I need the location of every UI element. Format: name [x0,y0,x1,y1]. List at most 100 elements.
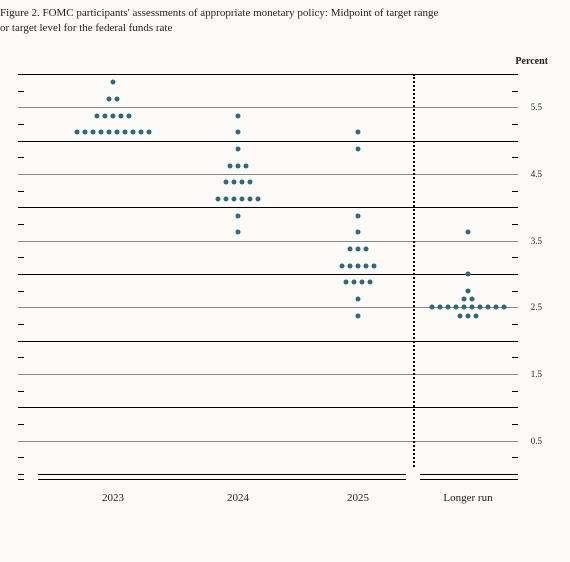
fomc-dot [91,130,96,135]
fomc-dot [352,280,357,285]
fomc-dot [232,180,237,185]
fomc-dot [372,263,377,268]
fomc-dot [228,163,233,168]
x-tick-label: 2024 [227,492,249,504]
fomc-dot [470,297,475,302]
x-tick-label: 2025 [347,492,369,504]
fomc-dot [95,113,100,118]
y-tick-minor [512,224,518,225]
gridline-mid [18,374,518,375]
fomc-dot [75,130,80,135]
fomc-dot [256,197,261,202]
y-tick-label: 1.5 [531,369,542,379]
fomc-dot [430,305,435,310]
fomc-dot [147,130,152,135]
y-tick-minor [512,324,518,325]
y-tick-minor [18,191,24,192]
fomc-dot [470,305,475,310]
fomc-dot [111,113,116,118]
fomc-dot [248,197,253,202]
y-tick-label: 2.5 [531,302,542,312]
gridline-mid [18,307,518,308]
fomc-dot [236,113,241,118]
y-tick-minor [512,391,518,392]
gridline-major [18,341,518,342]
fomc-dot [368,280,373,285]
fomc-dot [236,230,241,235]
fomc-dot [131,130,136,135]
fomc-dot [348,263,353,268]
gridline-mid [18,107,518,108]
y-tick-minor [512,357,518,358]
y-tick-minor [18,291,24,292]
y-tick-minor [512,91,518,92]
y-tick-minor [18,424,24,425]
fomc-dot [356,313,361,318]
fomc-dot [107,130,112,135]
fomc-dot [356,213,361,218]
fomc-dot [364,263,369,268]
y-tick-minor [18,457,24,458]
gridline-mid [18,441,518,442]
fomc-dot [360,280,365,285]
y-tick-minor [512,257,518,258]
fomc-dot [356,130,361,135]
fomc-dot [224,180,229,185]
fomc-dot [502,305,507,310]
fomc-dot [466,230,471,235]
y-tick-minor [18,91,24,92]
fomc-dot [356,247,361,252]
gridline-major [18,274,518,275]
fomc-dot [236,163,241,168]
gridline-major [18,207,518,208]
fomc-dot [139,130,144,135]
longer-run-divider [413,74,415,474]
y-axis-unit: Percent [515,56,548,67]
dot-plot: Percent 0.51.52.53.54.55.5202320242025Lo… [18,58,548,508]
fomc-dot [115,130,120,135]
x-tick-label: Longer run [443,492,492,504]
fomc-dot [466,313,471,318]
y-tick-minor [18,391,24,392]
fomc-dot [486,305,491,310]
fomc-dot [340,263,345,268]
fomc-dot [438,305,443,310]
figure-caption: Figure 2. FOMC participants' assessments… [0,6,560,36]
gridline-major [18,407,518,408]
fomc-dot [462,297,467,302]
y-tick-minor [512,124,518,125]
fomc-dot [111,80,116,85]
fomc-dot [356,147,361,152]
y-tick-label: 0.5 [531,436,542,446]
y-tick-minor [512,157,518,158]
y-tick-minor [18,124,24,125]
fomc-dot [494,305,499,310]
fomc-dot [462,305,467,310]
fomc-dot [248,180,253,185]
fomc-dot [224,197,229,202]
gridline-major [18,74,518,75]
y-tick-minor [18,224,24,225]
caption-line-1: Figure 2. FOMC participants' assessments… [0,7,438,19]
gridline-mid [18,241,518,242]
y-tick-minor [512,424,518,425]
y-tick-minor [512,457,518,458]
y-tick-minor [18,157,24,158]
fomc-dot [244,163,249,168]
fomc-dot [478,305,483,310]
fomc-dot [356,230,361,235]
plot-area: 0.51.52.53.54.55.5202320242025Longer run [18,74,518,474]
fomc-dot [103,113,108,118]
x-tick-label: 2023 [102,492,124,504]
y-tick-minor [512,291,518,292]
fomc-dot [466,288,471,293]
y-tick-minor [512,191,518,192]
fomc-dot [364,247,369,252]
fomc-dot [356,297,361,302]
fomc-dot [216,197,221,202]
fomc-dot [446,305,451,310]
fomc-dot [119,113,124,118]
caption-line-2: or target level for the federal funds ra… [0,22,172,34]
fomc-dot [356,263,361,268]
gridline-mid [18,174,518,175]
